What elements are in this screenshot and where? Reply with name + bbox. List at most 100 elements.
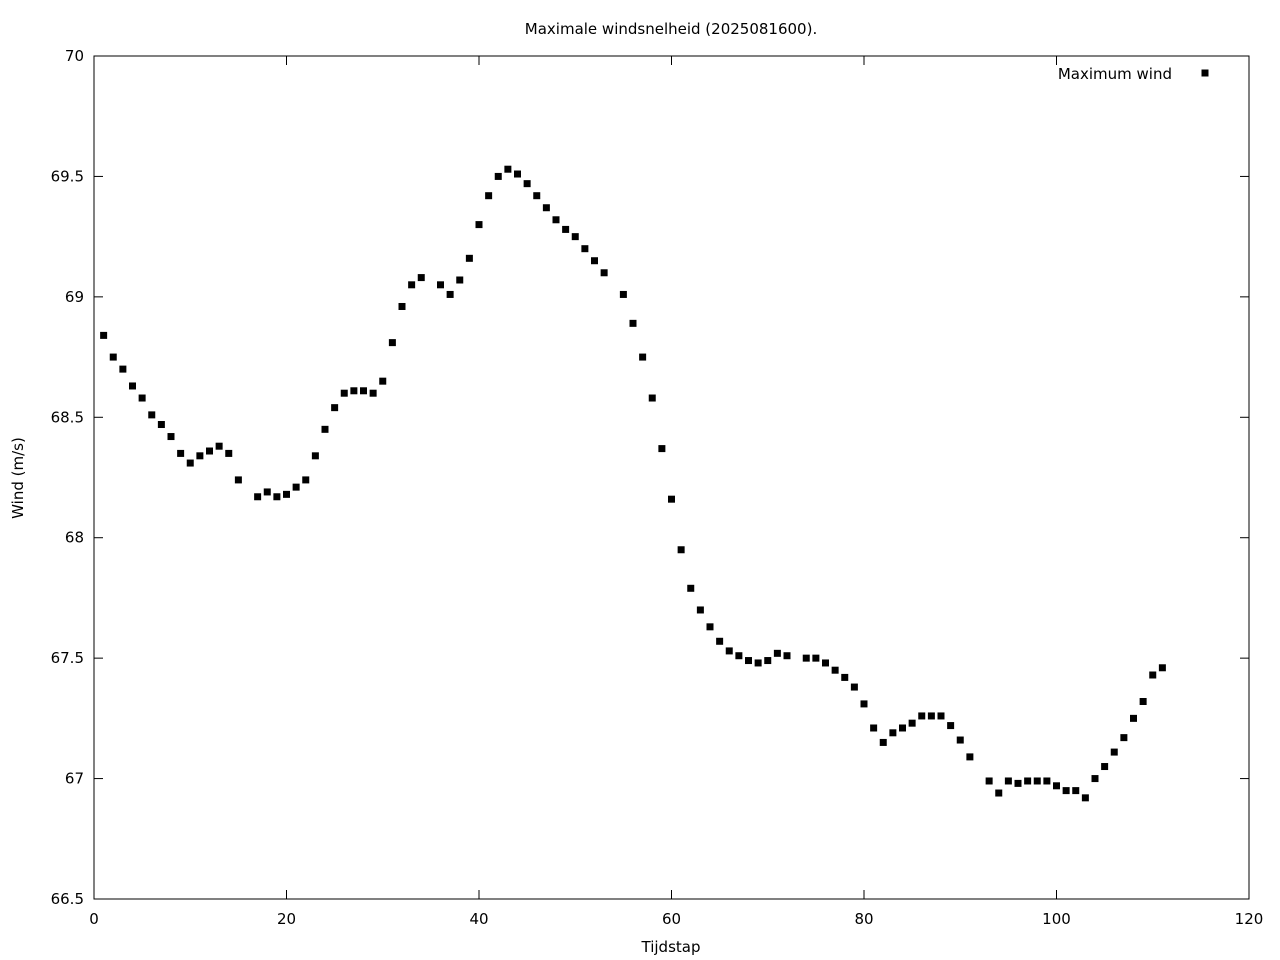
axis-ticks [93,55,1250,900]
axis-tick-labels: 0 20 40 60 80 100 120 66.5 67 67.5 68 68.5 69 69.5 70 [51,47,1264,928]
data-point [677,546,685,554]
data-point [812,654,820,662]
data-point [494,172,502,180]
data-point [773,649,781,657]
data-point [254,493,262,501]
data-point [1130,714,1137,722]
data-point [802,654,810,662]
data-point [1043,777,1051,785]
data-point [783,652,791,660]
data-point [879,738,887,746]
data-point [1033,777,1041,785]
data-point [263,488,271,496]
data-point [947,722,955,730]
y-tick-label: 67.5 [51,649,84,667]
data-point [331,404,339,412]
data-point [379,377,387,385]
x-tick-label: 60 [662,910,681,928]
data-point [523,180,531,188]
data-point [860,700,868,708]
x-tick-label: 0 [89,910,99,928]
data-point [985,777,993,785]
data-point [196,452,204,460]
data-point [167,433,175,441]
data-point [1004,777,1012,785]
data-point [388,339,396,347]
data-point [109,353,117,361]
data-point [822,659,829,667]
data-points [100,165,1166,802]
x-tick-label: 100 [1042,910,1071,928]
data-point [292,483,300,491]
data-point [552,216,560,224]
y-tick-label: 68.5 [51,408,84,426]
data-point [311,452,319,460]
y-tick-label: 67 [65,770,84,788]
data-point [687,584,695,592]
data-point [119,365,127,373]
data-point [417,274,425,282]
data-point [716,637,724,645]
data-point [918,712,926,720]
data-point [215,442,223,450]
data-point [591,257,598,265]
data-point [571,233,579,241]
data-point [157,421,165,429]
data-point [1081,794,1089,802]
data-point [956,736,964,744]
data-point [475,221,483,229]
data-point [340,389,348,397]
x-axis-label: Tijdstap [641,938,701,956]
data-point [600,269,608,277]
data-point [889,729,897,737]
data-point [966,753,974,761]
data-point [1014,779,1022,787]
data-point [514,170,521,178]
data-point [206,447,213,455]
data-point [696,606,704,614]
y-tick-label: 69 [65,288,84,306]
data-point [995,789,1003,797]
data-point [619,290,627,298]
data-point [658,445,666,453]
data-point [745,657,752,665]
data-point [639,353,647,361]
data-point [1072,787,1080,795]
y-tick-label: 70 [65,47,84,65]
data-point [465,254,473,262]
data-point [302,476,310,484]
plot-frame [93,55,1250,900]
data-point [1024,777,1032,785]
data-point [870,724,878,732]
data-point [446,290,454,298]
data-point [1053,782,1060,790]
data-point [100,331,108,339]
data-point [841,673,849,681]
data-point [350,387,358,395]
data-point [1101,763,1109,771]
y-axis-label: Wind (m/s) [9,437,27,519]
data-point [408,281,416,289]
data-point [398,302,406,310]
legend: Maximum wind [1058,65,1209,83]
data-point [706,623,714,631]
chart-title: Maximale windsnelheid (2025081600). [525,20,817,38]
data-point [360,387,367,395]
x-tick-label: 80 [854,910,873,928]
data-point [485,192,493,200]
data-point [1091,775,1099,783]
y-tick-label: 68 [65,529,84,547]
data-point [562,225,570,233]
data-point [177,449,185,457]
data-point [908,719,916,727]
data-point [321,425,329,433]
y-tick-label: 69.5 [51,167,84,185]
data-point [1149,671,1157,679]
data-point [186,459,194,467]
data-point [273,493,281,501]
data-point [369,389,377,397]
data-point [754,659,762,667]
data-point [764,657,772,665]
data-point [504,165,512,173]
